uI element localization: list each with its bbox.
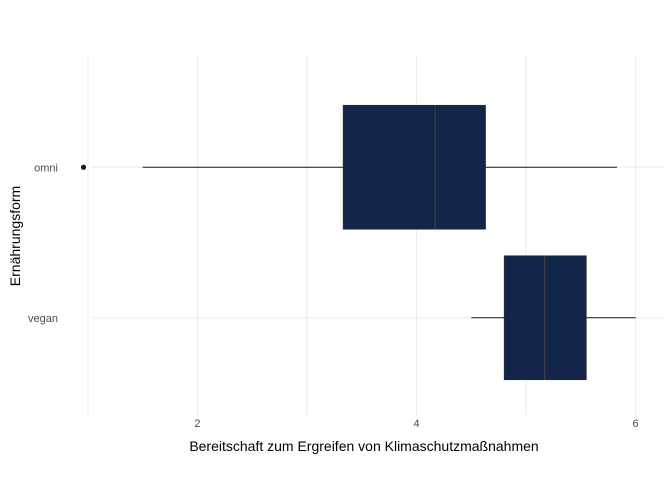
y-axis-title: Ernährungsform [7, 186, 23, 286]
outlier-point [80, 164, 87, 170]
x-tick-label: 4 [413, 418, 419, 430]
y-tick-labels: omni vegan [28, 162, 58, 325]
box-omni [342, 104, 486, 230]
y-tick-label: omni [34, 162, 58, 174]
y-tick-label: vegan [28, 313, 58, 325]
x-tick-label: 6 [633, 418, 639, 430]
x-axis-title: Bereitschaft zum Ergreifen von Klimaschu… [189, 438, 538, 454]
x-tick-label: 2 [194, 418, 200, 430]
x-tick-labels: 2 4 6 [194, 418, 638, 430]
boxes [80, 104, 636, 381]
